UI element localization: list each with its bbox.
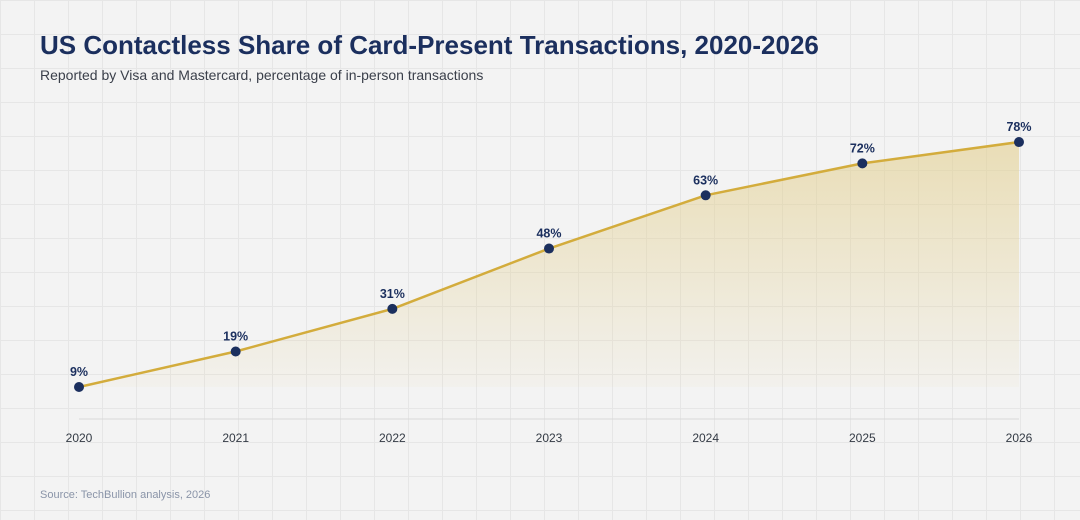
x-tick-label-2025: 2025: [849, 431, 876, 445]
x-tick-label-2026: 2026: [1006, 431, 1033, 445]
data-label-2020: 9%: [70, 365, 88, 379]
data-label-2025: 72%: [850, 141, 875, 155]
data-point-2026: [1014, 137, 1024, 148]
data-point-2025: [857, 158, 868, 169]
data-label-2024: 63%: [693, 173, 718, 187]
data-label-2021: 19%: [223, 330, 248, 344]
x-tick-label-2024: 2024: [692, 431, 719, 445]
data-label-2023: 48%: [536, 227, 561, 241]
chart-title: US Contactless Share of Card-Present Tra…: [40, 30, 819, 60]
x-tick-label-2020: 2020: [66, 431, 93, 445]
data-label-2026: 78%: [1006, 120, 1031, 134]
data-point-2023: [544, 243, 554, 254]
x-tick-label-2022: 2022: [379, 431, 406, 445]
x-tick-label-2021: 2021: [222, 431, 249, 445]
data-point-2020: [74, 382, 84, 392]
x-tick-label-2023: 2023: [536, 431, 563, 445]
data-point-2021: [230, 346, 241, 357]
data-point-2022: [387, 303, 398, 314]
chart-subtitle: Reported by Visa and Mastercard, percent…: [40, 67, 484, 83]
data-point-2024: [700, 190, 711, 201]
area-fill: [79, 142, 1019, 387]
data-label-2022: 31%: [380, 287, 405, 301]
source-note: Source: TechBullion analysis, 2026: [40, 489, 211, 501]
